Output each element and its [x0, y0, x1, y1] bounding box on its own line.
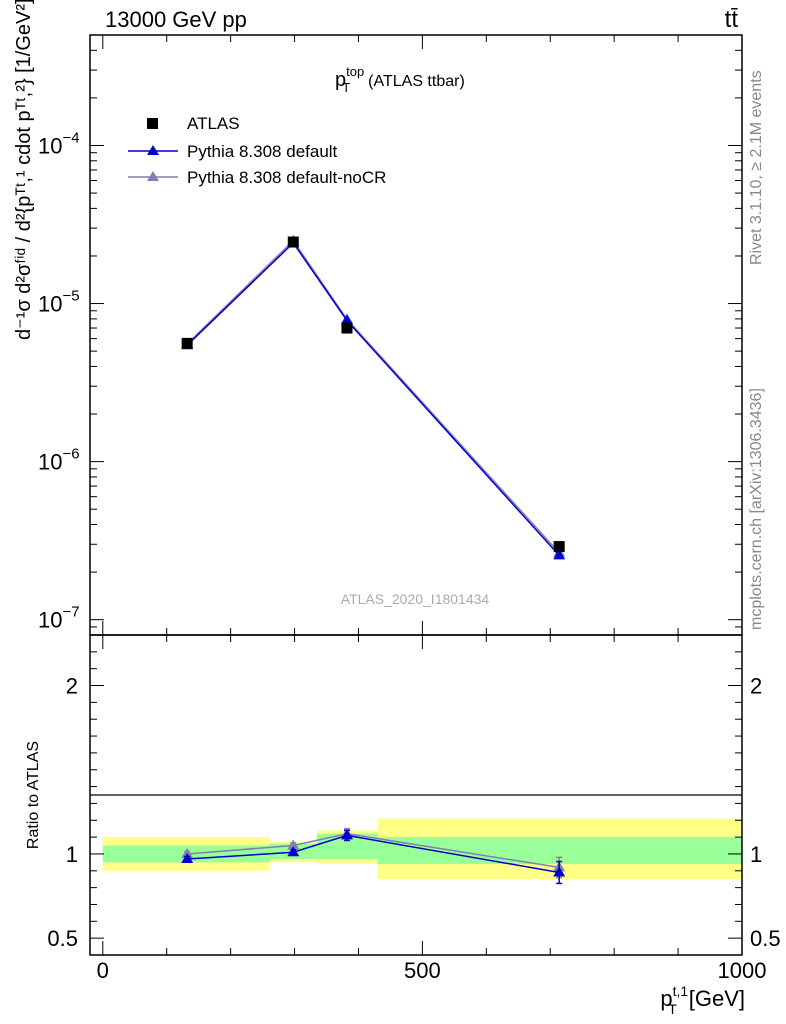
x-tick-label: 0 [97, 958, 109, 983]
legend-item-pythia-default: Pythia 8.308 default [128, 142, 338, 161]
ratio-plot-panel: 0.5 0.5 1 1 2 2 0 500 1000 Ratio to ATLAS pt,1 T… [25, 634, 781, 1017]
data-point-atlas [341, 322, 353, 334]
energy-label: 13000 GeV pp [105, 7, 247, 32]
legend-marker-nocr [147, 171, 159, 181]
ratio-point-default [553, 866, 566, 877]
ratio-line-nocr [187, 832, 560, 869]
ratio-axis-ticks [90, 634, 743, 956]
legend-marker-square [147, 118, 158, 129]
ratio-y-axis-label: Ratio to ATLAS [25, 741, 42, 849]
process-label: tt̄ [725, 6, 739, 33]
ratio-y-tick-label-right: 2 [750, 674, 762, 699]
ratio-y-tick-labels: 0.5 0.5 1 1 2 2 [47, 674, 780, 952]
data-point-default [553, 549, 566, 560]
ratio-point-default [287, 846, 300, 857]
main-y-axis-label: d⁻¹σ d²σᶠⁱᵈ / d²{pᵀᵗ,¹ cdot pᵀᵗ,²} [1/Ge… [13, 0, 35, 340]
legend-label-atlas: ATLAS [187, 114, 240, 133]
main-y-tick-label: 10−6 [38, 446, 80, 475]
ratio-line-default [187, 834, 560, 874]
mcplots-label: mcplots.cern.ch [arXiv:1306.3436] [748, 388, 765, 630]
legend-item-pythia-nocr: Pythia 8.308 default-noCR [128, 168, 386, 187]
ratio-point-nocr [287, 839, 300, 850]
main-y-tick-label: 10−4 [38, 129, 80, 158]
main-y-tick-label: 10−7 [38, 604, 80, 633]
legend-item-atlas: ATLAS [147, 114, 240, 133]
uncertainty-bands [102, 818, 742, 880]
ratio-y-tick-label-left: 1 [66, 842, 78, 867]
analysis-watermark: ATLAS_2020_I1801434 [341, 591, 490, 607]
legend: ATLAS Pythia 8.308 default Pythia 8.308 … [128, 114, 386, 187]
ratio-point-default [340, 829, 353, 840]
x-tick-label: 1000 [718, 958, 767, 983]
main-series-layer [181, 234, 566, 560]
ratio-y-tick-label-right: 0.5 [750, 926, 781, 951]
ratio-point-nocr [181, 847, 194, 858]
legend-label-nocr: Pythia 8.308 default-noCR [187, 168, 386, 187]
plot-title: ptop T (ATLAS ttbar) [335, 64, 465, 95]
data-point-atlas [181, 337, 193, 349]
ratio-y-tick-label-left: 0.5 [47, 926, 78, 951]
ratio-y-tick-label-left: 2 [66, 674, 78, 699]
data-point-atlas [287, 236, 299, 248]
ratio-point-default [181, 853, 194, 863]
series-line-nocr [186, 239, 560, 554]
ratio-y-tick-label-right: 1 [750, 842, 762, 867]
main-plot-panel: 10−7 10−6 10−5 10−4 ptop T (ATLAS ttbar) d⁻¹σ… [13, 0, 743, 636]
x-tick-label: 500 [404, 958, 441, 983]
ratio-series-layer [181, 827, 566, 885]
rivet-version-label: Rivet 3.1.10, ≥ 2.1M events [748, 70, 765, 265]
series-line-default [186, 241, 560, 556]
ratio-plot-frame [89, 634, 743, 956]
main-y-tick-label: 10−5 [38, 288, 80, 317]
data-point-default [340, 314, 353, 325]
legend-label-default: Pythia 8.308 default [187, 142, 338, 161]
x-axis-label: pt,1 T [GeV] [660, 983, 745, 1017]
main-y-tick-labels: 10−7 10−6 10−5 10−4 [38, 129, 80, 632]
legend-marker-default [147, 145, 159, 155]
data-point-atlas [553, 541, 565, 553]
x-tick-labels: 0 500 1000 [97, 958, 767, 983]
